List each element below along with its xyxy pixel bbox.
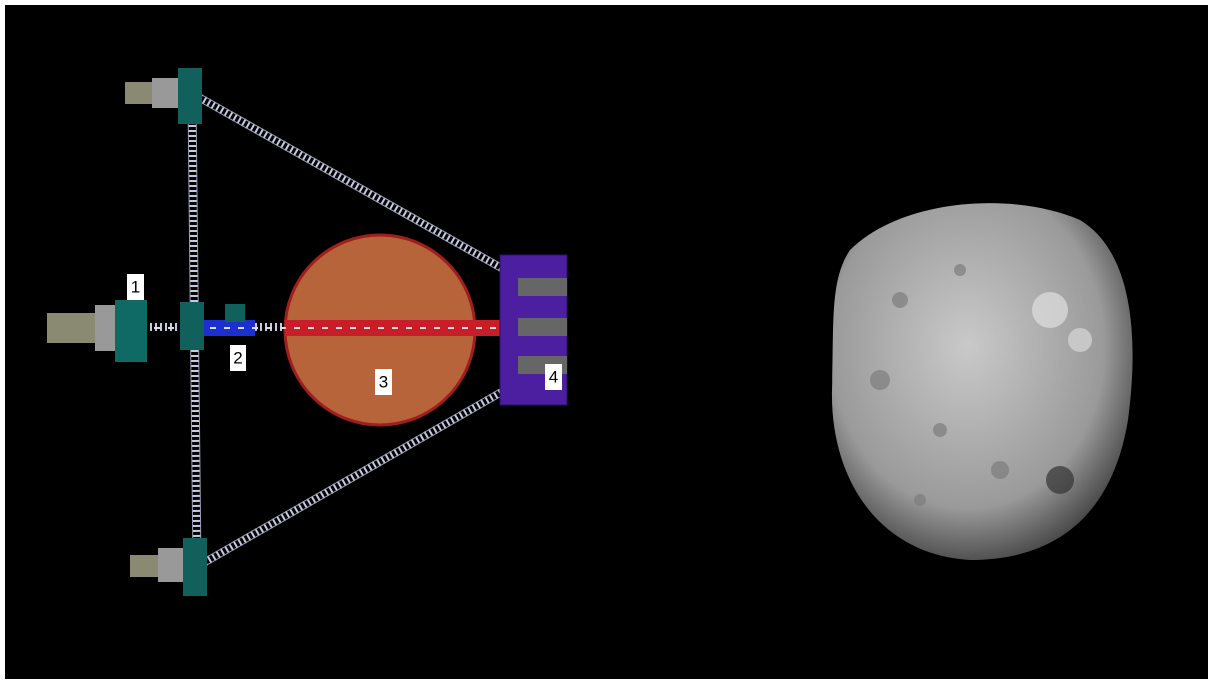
slot [518,318,567,336]
label-text: 1 [131,277,140,296]
label: 3 [375,369,392,395]
label-text: 2 [233,348,242,367]
label: 4 [545,364,562,390]
thruster-bottom [130,538,207,596]
label: 1 [127,274,144,300]
slot [518,278,567,296]
thruster-top [125,68,202,124]
thruster-main [47,300,245,362]
label: 2 [230,345,246,371]
label-text: 4 [549,367,558,386]
label-text: 3 [379,372,388,391]
craters [870,264,1092,506]
